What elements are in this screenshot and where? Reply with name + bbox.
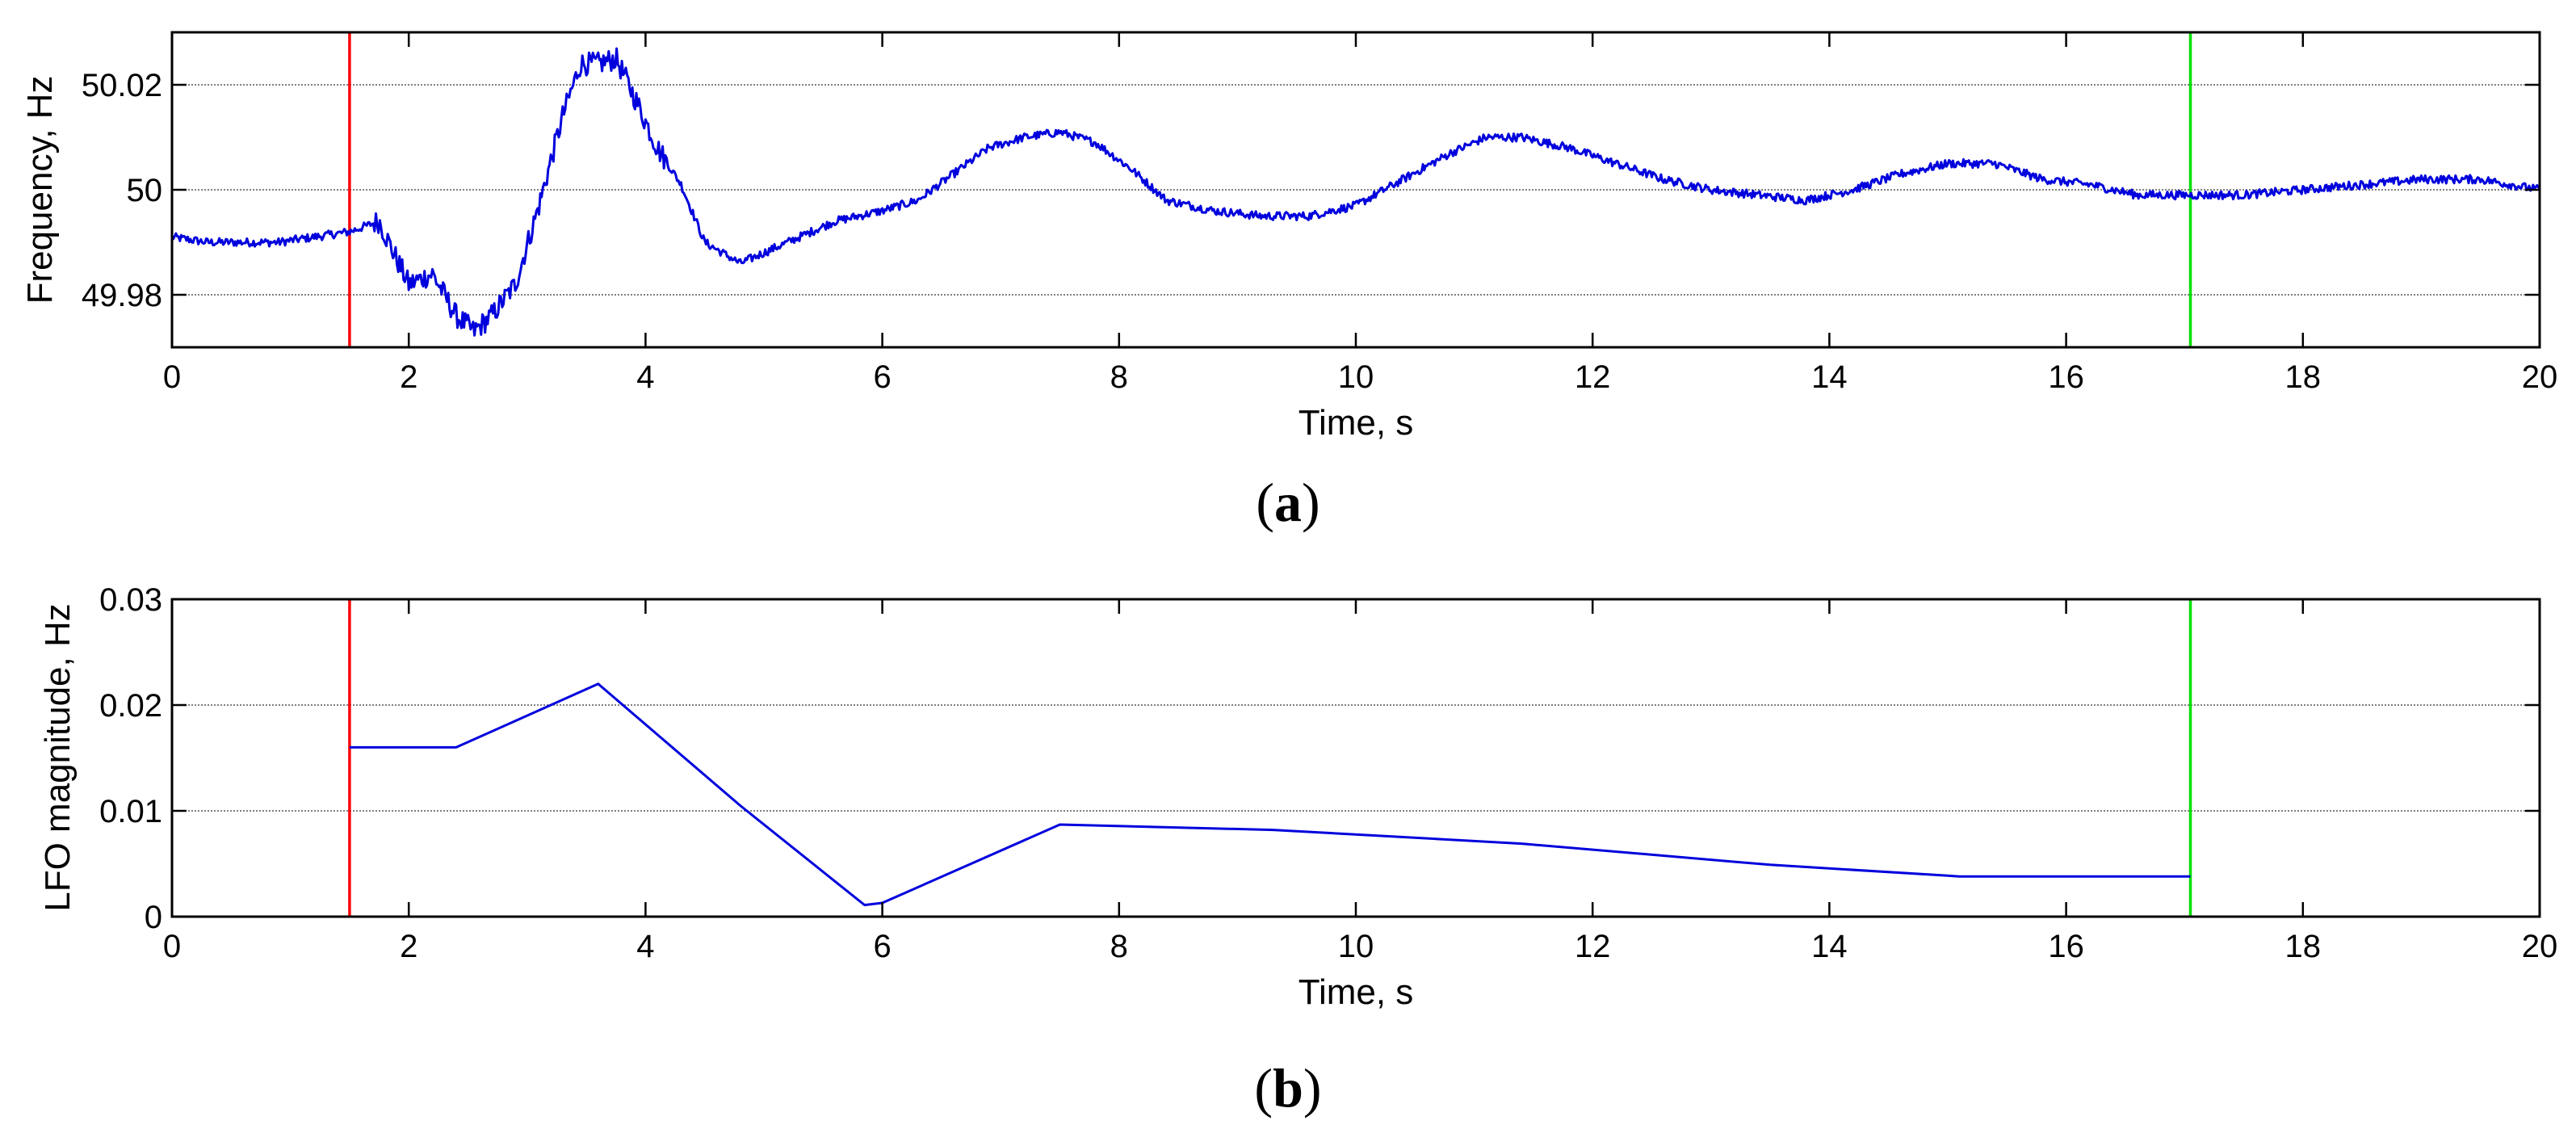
frequency-chart-xtick-label: 10: [1338, 359, 1374, 395]
lfo-chart-xtick-label: 2: [400, 929, 417, 964]
lfo-chart-frame: [170, 598, 2541, 918]
frequency-chart-ylabel: Frequency, Hz: [20, 76, 60, 304]
frequency-chart-ytick-label: 50.02: [82, 68, 162, 103]
frequency-chart-panel-letter: a: [1274, 472, 1302, 533]
lfo-chart-grid: [172, 704, 2540, 812]
frequency-chart-grid: [172, 84, 2540, 296]
lfo-chart-xtick-label: 4: [636, 929, 654, 964]
lfo-chart-ytick-label: 0.01: [99, 794, 162, 829]
frequency-chart-xtick-label: 14: [1811, 359, 1848, 395]
frequency-chart-ticks: 49.98 50 50.02 0 2 4 6 8 10 12 14 16 18 20: [82, 32, 2557, 395]
lfo-chart-xtick-label: 18: [2285, 929, 2322, 964]
lfo-chart-ytick-label: 0: [145, 900, 162, 935]
lfo-chart-xtick-label: 10: [1338, 929, 1374, 964]
frequency-chart-ytick-label: 49.98: [82, 278, 162, 313]
frequency-chart-series-frequency: [170, 47, 2541, 337]
lfo-chart-xtick-label: 20: [2522, 929, 2558, 964]
lfo-chart-ylabel: LFO magnitude, Hz: [38, 603, 78, 912]
frequency-chart-xtick-label: 6: [873, 359, 891, 395]
frequency-chart-xlabel: Time, s: [1298, 403, 1414, 443]
lfo-chart-xtick-label: 16: [2048, 929, 2084, 964]
lfo-chart-xtick-label: 8: [1110, 929, 1128, 964]
frequency-chart: 49.98 50 50.02 0 2 4 6 8 10 12 14 16 18 20 Time, s Fr…: [20, 31, 2557, 533]
lfo-chart-ytick-label: 0.02: [99, 688, 162, 724]
lfo-chart-xtick-label: 12: [1575, 929, 1611, 964]
frequency-chart-markers: [348, 32, 2192, 347]
frequency-chart-xtick-label: 0: [163, 359, 181, 395]
lfo-chart-xtick-label: 0: [163, 929, 181, 964]
frequency-chart-xtick-label: 20: [2522, 359, 2558, 395]
frequency-chart-xtick-label: 18: [2285, 359, 2322, 395]
frequency-chart-xtick-label: 4: [636, 359, 654, 395]
frequency-chart-ytick-label: 50: [127, 173, 163, 208]
lfo-chart-ticks: 0 0.01 0.02 0.03 0 2 4 6 8 10 12 14 16 18 20: [99, 582, 2557, 964]
lfo-chart-xlabel: Time, s: [1298, 972, 1414, 1012]
lfo-chart-xtick-label: 14: [1811, 929, 1848, 964]
lfo-chart-xtick-label: 6: [873, 929, 891, 964]
frequency-chart-xtick-label: 12: [1575, 359, 1611, 395]
frequency-chart-xtick-label: 8: [1110, 359, 1128, 395]
lfo-chart-series-lfo-magnitude: [349, 682, 2191, 907]
frequency-chart-panel-label: (a): [1256, 472, 1319, 533]
lfo-chart-markers: [348, 599, 2192, 917]
lfo-chart: 0 0.01 0.02 0.03 0 2 4 6 8 10 12 14 16 18 20 Time, s L…: [38, 582, 2557, 1119]
lfo-chart-panel-letter: b: [1273, 1057, 1303, 1119]
lfo-chart-series: [349, 682, 2191, 907]
frequency-chart-series: [170, 47, 2541, 337]
lfo-chart-panel-label: (b): [1254, 1057, 1321, 1119]
frequency-chart-xtick-label: 16: [2048, 359, 2084, 395]
lfo-chart-ytick-label: 0.03: [99, 582, 162, 618]
frequency-chart-xtick-label: 2: [400, 359, 417, 395]
